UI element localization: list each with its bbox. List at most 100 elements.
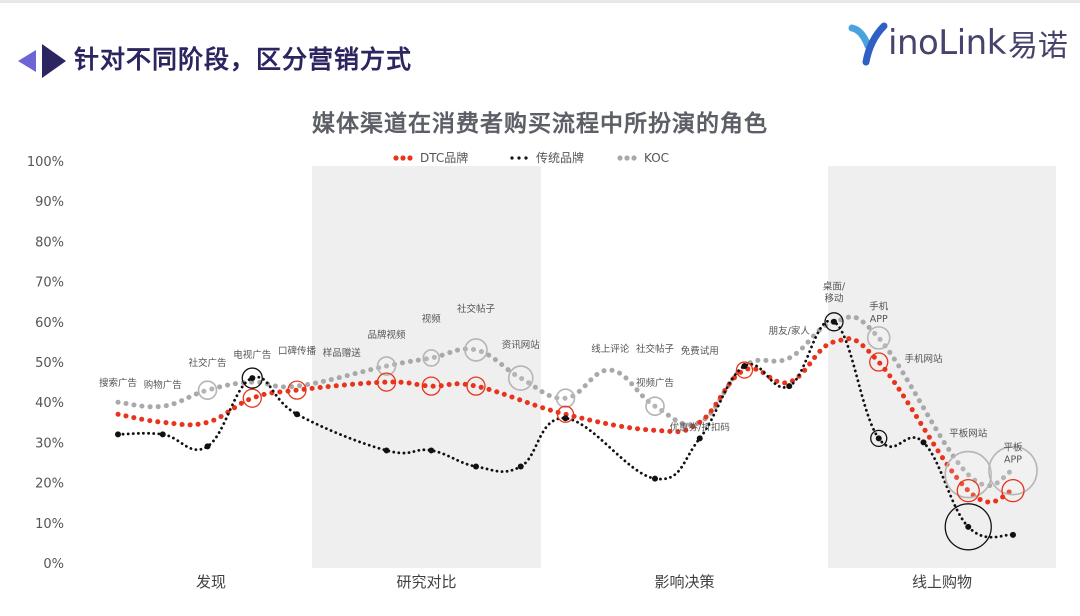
channel-label: 品牌视频: [367, 329, 406, 341]
y-tick-label: 50%: [35, 356, 64, 371]
channel-label: 搜索广告: [99, 377, 137, 389]
channel-label: 资讯网站: [502, 339, 541, 351]
bubble-marker: [197, 380, 218, 400]
traditional-point: [249, 375, 256, 382]
legend-swatch-dot: [510, 156, 514, 160]
channel-label: 社交帖子: [636, 343, 675, 355]
stage-label: 研究对比: [396, 573, 456, 591]
bubble-marker: [956, 478, 980, 503]
traditional-point: [786, 383, 793, 390]
legend-swatch-dot: [524, 156, 528, 160]
bubble-marker: [944, 450, 993, 499]
traditional-point: [920, 439, 927, 446]
chart-title: 媒体渠道在消费者购买流程中所扮演的角色: [312, 111, 768, 137]
traditional-point: [383, 447, 390, 454]
traditional-point: [965, 523, 972, 530]
y-tick-label: 60%: [35, 316, 64, 331]
stage-band: [312, 166, 541, 568]
channel-label: 手机网站: [904, 353, 943, 365]
legend-swatch-dot: [631, 155, 637, 161]
channel-label: 电视广告: [233, 349, 271, 361]
traditional-point: [562, 415, 569, 422]
channel-label: 样品赠送: [323, 347, 362, 359]
bubble-marker: [287, 380, 307, 400]
nav-back-icon[interactable]: [18, 50, 36, 72]
traditional-point: [517, 463, 524, 470]
legend-swatch-dot: [393, 155, 399, 161]
stage-label: 线上购物: [912, 573, 972, 591]
traditional-point: [831, 318, 837, 325]
y-tick-label: 40%: [35, 396, 64, 411]
bubble-marker: [376, 356, 397, 376]
legend-swatch-dot: [624, 155, 630, 161]
channel-label: 社交广告: [188, 357, 226, 369]
legend-label: 传统品牌: [536, 150, 584, 165]
channel-label: 朋友/家人: [769, 325, 811, 337]
bubble-marker: [556, 405, 575, 423]
bubble-marker: [988, 445, 1038, 496]
channel-label: 优惠券/折扣码: [670, 421, 730, 433]
bubble-marker: [824, 312, 844, 332]
channel-label: 口碑传播: [278, 345, 317, 357]
y-tick-label: 70%: [35, 276, 64, 291]
top-border: [0, 0, 1080, 3]
traditional-point: [294, 411, 300, 418]
channel-label: 平板网站: [949, 427, 988, 439]
nav-arrows[interactable]: [16, 44, 76, 78]
channel-label: 视频广告: [636, 377, 674, 389]
channel-label: 平板: [1003, 441, 1023, 453]
yinolink-logo: inoLink 易诺: [848, 18, 1068, 68]
channel-label: 桌面/: [823, 281, 846, 293]
legend-swatch-dot: [517, 156, 521, 160]
y-tick-label: 90%: [35, 195, 64, 210]
bubble-marker: [1001, 478, 1025, 503]
traditional-point: [159, 431, 166, 438]
traditional-point: [741, 363, 748, 370]
bubble-marker: [944, 503, 992, 551]
bubble-marker: [555, 388, 576, 408]
traditional-point: [204, 443, 211, 450]
legend-swatch-dot: [407, 155, 413, 161]
bubble-marker: [241, 367, 263, 389]
channel-label: APP: [870, 314, 888, 325]
channel-label: 社交帖子: [457, 303, 496, 315]
bubble-marker: [869, 352, 889, 372]
traditional-point: [1010, 531, 1016, 538]
bubble-marker: [464, 338, 488, 362]
logo-text-cn: 易诺: [1007, 29, 1068, 64]
y-tick-label: 0%: [43, 557, 64, 572]
y-tick-label: 100%: [27, 155, 64, 170]
traditional-point: [652, 475, 658, 482]
nav-forward-icon[interactable]: [42, 44, 66, 78]
logo-y-mark: [848, 22, 888, 66]
series-line-dtc: [115, 336, 1016, 505]
traditional-point: [428, 447, 435, 454]
y-tick-label: 10%: [35, 517, 64, 532]
bubble-marker: [645, 396, 665, 417]
logo-text-en: inoLink: [888, 23, 1006, 63]
channel-label: 手机: [869, 301, 889, 313]
legend-label: KOC: [644, 151, 669, 165]
channel-label: 移动: [824, 293, 843, 305]
bubble-marker: [507, 365, 534, 391]
stage-label: 发现: [196, 573, 226, 591]
channel-label: APP: [1004, 455, 1022, 466]
legend-swatch-dot: [400, 155, 406, 161]
stage-band: [828, 166, 1056, 568]
slide-title: 针对不同阶段，区分营销方式: [74, 45, 413, 74]
bubble-marker: [866, 326, 891, 350]
legend-swatch-dot: [617, 155, 623, 161]
channel-label: 免费试用: [681, 345, 719, 357]
traditional-point: [473, 463, 479, 470]
traditional-point: [875, 435, 882, 442]
stage-label: 影响决策: [654, 573, 714, 591]
bubble-marker: [422, 349, 441, 367]
y-tick-label: 30%: [35, 436, 64, 451]
traditional-point: [696, 435, 703, 442]
bubble-marker: [242, 388, 262, 408]
channel-label: 购物广告: [144, 379, 182, 391]
channel-label: 线上评论: [591, 343, 630, 355]
bubble-marker: [466, 376, 486, 396]
y-tick-label: 80%: [35, 235, 64, 250]
